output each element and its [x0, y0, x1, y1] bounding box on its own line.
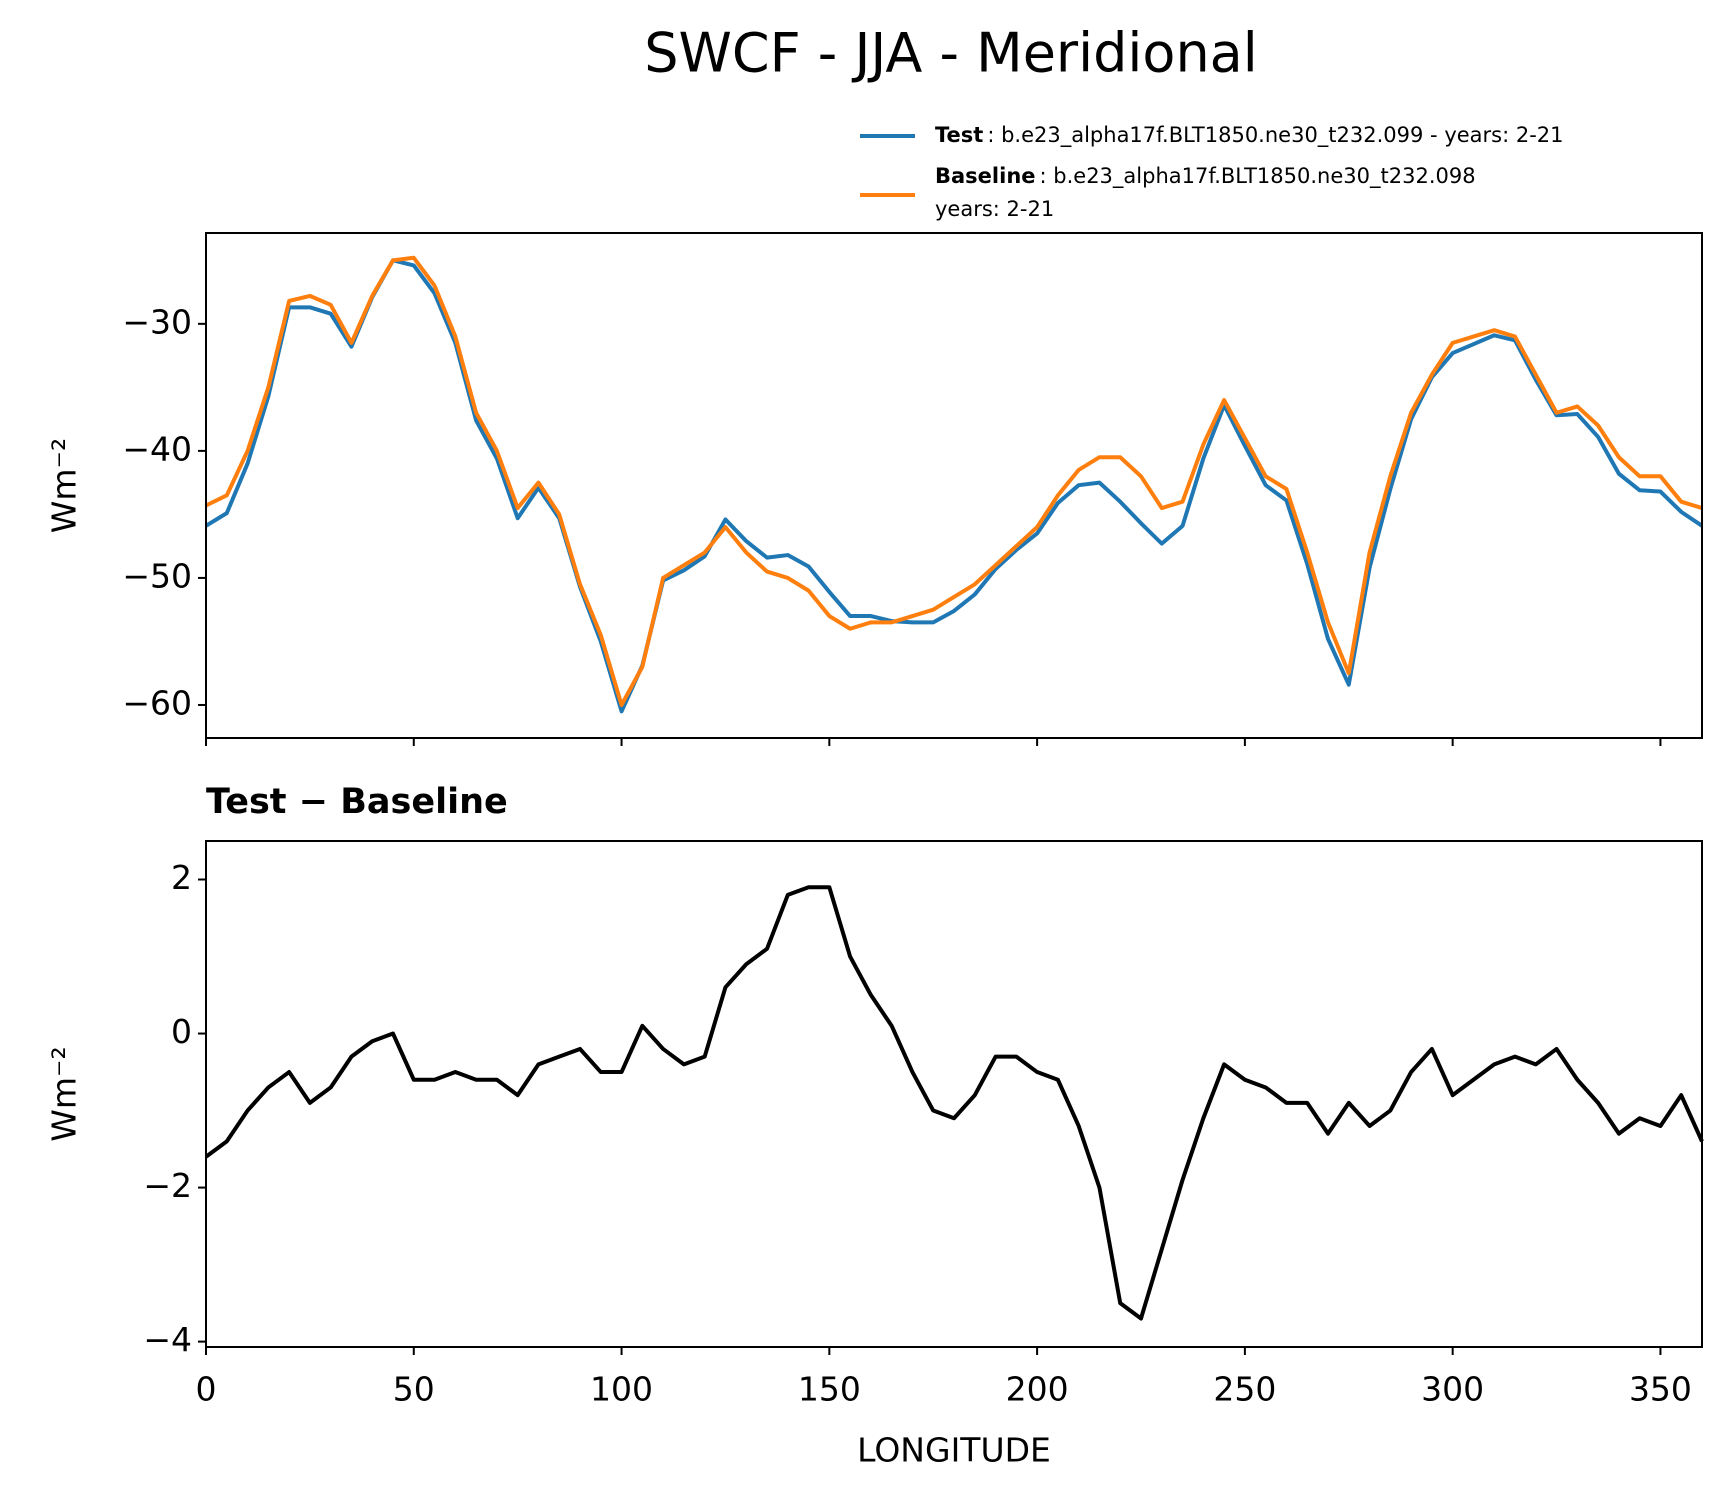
x-tick-label: 0 [196, 1370, 217, 1409]
y-tick-label: 2 [171, 858, 192, 897]
legend-text: : b.e23_alpha17f.BLT1850.ne30_t232.099 -… [987, 123, 1563, 148]
y-tick-label: −4 [143, 1320, 192, 1359]
y-axis-label: Wm⁻² [45, 438, 84, 533]
y-tick-label: −60 [122, 683, 192, 722]
data-line [204, 258, 1704, 714]
data-line [205, 255, 1703, 707]
y-tick-label: −40 [122, 429, 192, 468]
legend-text: : b.e23_alpha17f.BLT1850.ne30_t232.098 [1040, 164, 1476, 189]
y-tick-label: 0 [171, 1012, 192, 1051]
x-tick-label: 300 [1421, 1370, 1484, 1409]
legend-name: Test [935, 123, 983, 147]
y-tick-label: −30 [122, 302, 192, 341]
axes-frame [205, 232, 1703, 739]
x-tick-label: 250 [1213, 1370, 1276, 1409]
legend-name: Baseline [935, 164, 1036, 188]
x-tick-label: 350 [1629, 1370, 1692, 1409]
y-axis-label: Wm⁻² [45, 1046, 84, 1141]
subplot-title: Test − Baseline [206, 782, 508, 822]
chart-title: SWCF - JJA - Meridional [644, 22, 1258, 85]
y-tick-label: −50 [122, 556, 192, 595]
x-axis-label: LONGITUDE [857, 1431, 1051, 1470]
x-tick-label: 150 [798, 1370, 861, 1409]
x-tick-label: 50 [393, 1370, 435, 1409]
x-tick-label: 200 [1006, 1370, 1069, 1409]
axes-frame [205, 840, 1703, 1348]
data-line [204, 885, 1704, 1321]
y-tick-label: −2 [143, 1166, 192, 1205]
legend-text: years: 2-21 [935, 197, 1054, 221]
x-tick-label: 100 [590, 1370, 653, 1409]
